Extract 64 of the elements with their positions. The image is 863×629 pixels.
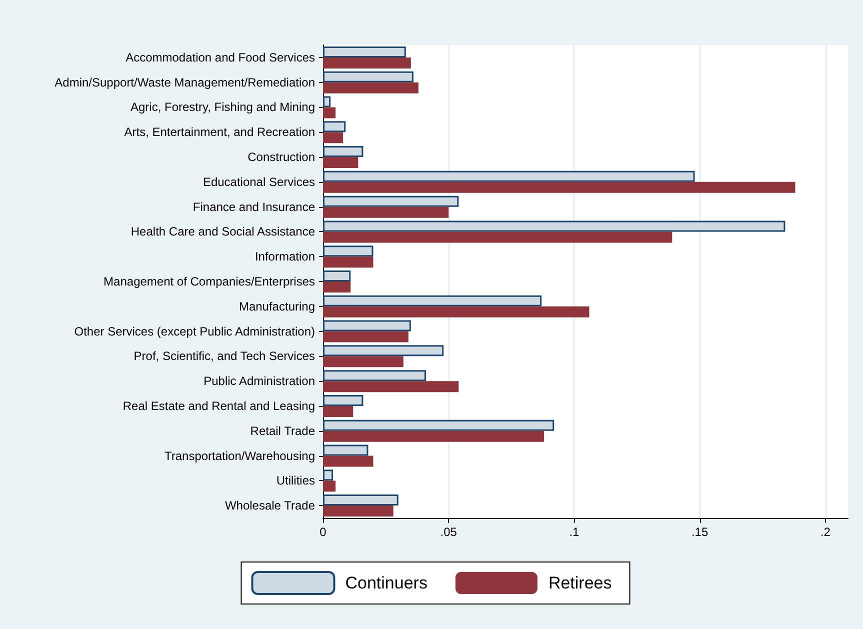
x-tick-label: .1	[569, 525, 580, 539]
bar	[323, 57, 411, 68]
bar	[323, 370, 426, 382]
y-tick-label: Management of Companies/Enterprises	[104, 274, 315, 288]
y-tick-label: Utilities	[276, 474, 315, 488]
bar	[323, 256, 374, 268]
y-tick-label: Admin/Support/Waste Management/Remediation	[54, 75, 315, 90]
y-tick-label: Transportation/Warehousing	[164, 448, 315, 463]
bar	[323, 345, 444, 356]
bar	[323, 182, 796, 193]
bar	[323, 121, 346, 132]
y-tick-label: Real Estate and Rental and Leasing	[122, 398, 315, 413]
y-tick-label: Arts, Entertainment, and Recreation	[124, 125, 315, 140]
legend-label: Continuers	[345, 574, 428, 592]
y-tick-label: Finance and Insurance	[192, 200, 316, 214]
bar	[323, 232, 672, 243]
bar	[323, 306, 590, 318]
bar	[323, 246, 374, 257]
bar	[323, 96, 331, 108]
bar	[323, 107, 336, 118]
bar	[323, 331, 408, 342]
bar	[323, 157, 358, 168]
bar	[323, 381, 459, 392]
y-tick-label: Retail Trade	[250, 424, 316, 438]
bar	[323, 430, 544, 442]
bar	[323, 406, 354, 417]
bar	[323, 456, 374, 467]
y-tick-label: Accommodation and Food Services	[126, 50, 315, 64]
bar	[323, 220, 786, 232]
bar	[323, 82, 418, 94]
x-tick-label: 0	[320, 525, 327, 539]
bar	[323, 170, 695, 182]
y-tick-label: Public Administration	[204, 374, 315, 388]
y-tick-label: Health Care and Social Assistance	[130, 224, 316, 239]
x-tick-label: .2	[820, 525, 831, 539]
bar	[323, 282, 351, 292]
y-tick-label: Manufacturing	[238, 299, 315, 314]
bar	[323, 444, 368, 456]
y-tick-label: Wholesale Trade	[224, 498, 316, 513]
y-tick-label: Construction	[248, 150, 315, 164]
bar	[323, 132, 344, 144]
bar	[323, 494, 398, 506]
bar	[323, 480, 336, 492]
bar	[323, 71, 414, 82]
x-tick-label: .15	[691, 525, 708, 539]
bar	[323, 206, 449, 218]
legend-label: Retirees	[548, 574, 612, 592]
y-tick-label: Prof, Scientific, and Tech Services	[134, 349, 315, 364]
x-tick-label: .05	[440, 525, 458, 539]
y-tick-label: Other Services (except Public Administration)	[74, 324, 315, 338]
y-tick-label: Educational Services	[202, 174, 315, 189]
bar	[323, 420, 554, 431]
bar	[323, 320, 411, 332]
bar	[323, 506, 394, 517]
bar	[323, 470, 334, 481]
y-tick-label: Information	[254, 250, 315, 264]
bar	[323, 356, 404, 368]
bar	[323, 46, 406, 58]
bar	[323, 146, 364, 158]
bar	[323, 394, 364, 406]
y-tick-label: Agric, Forestry, Fishing and Mining	[130, 100, 315, 114]
bar	[323, 270, 351, 282]
bar	[323, 295, 542, 306]
bar	[323, 196, 459, 207]
